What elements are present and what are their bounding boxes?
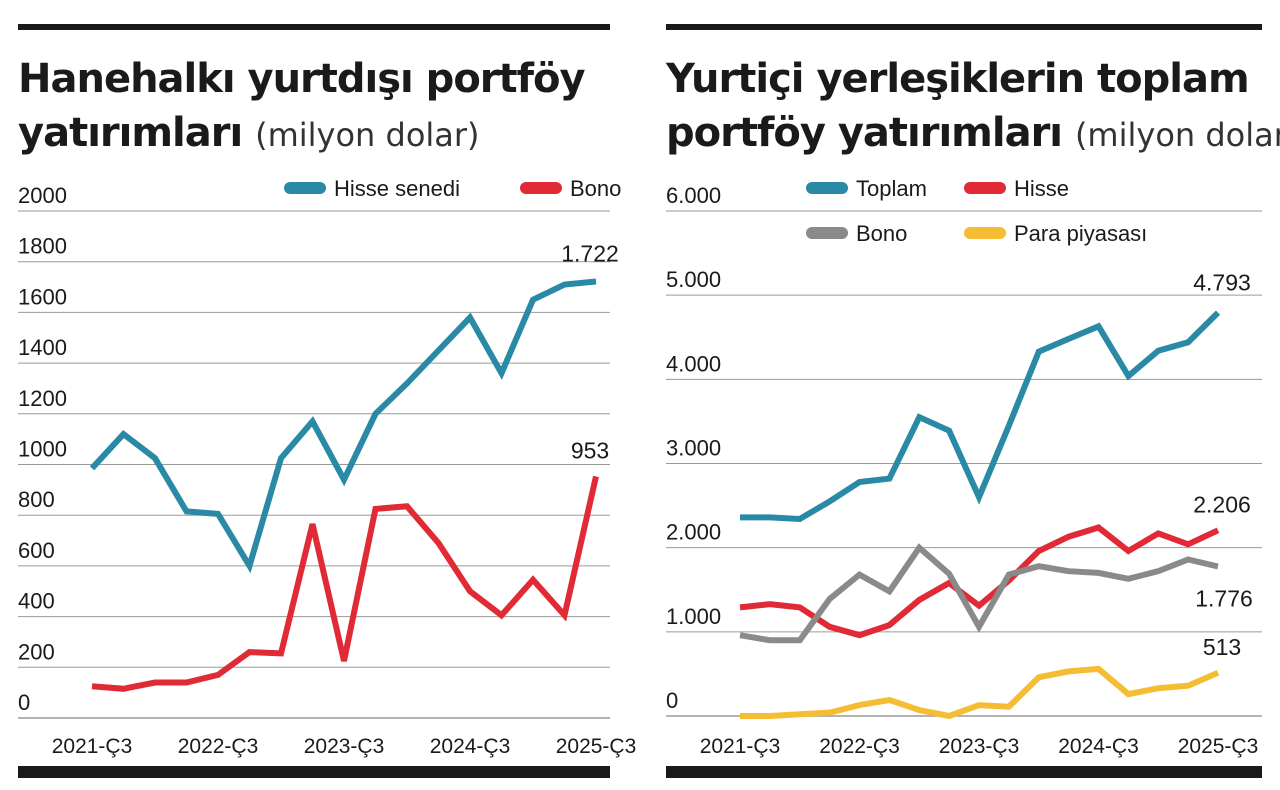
left-chart-panel: Hanehalkı yurtdışı portföy yatırımları (… (18, 0, 636, 790)
right-title-unit: (milyon dolar) (1074, 116, 1280, 154)
left-top-bar (18, 24, 610, 30)
right-y-tick-label: 5.000 (666, 267, 721, 292)
right-end-value-label: 1.776 (1195, 586, 1253, 612)
left-end-value-label: 1.722 (561, 240, 619, 266)
right-top-bar (666, 24, 1262, 30)
right-title-line1: Yurtiçi yerleşiklerin toplam (666, 56, 1250, 102)
left-series-line-1 (91, 475, 599, 692)
right-x-tick-label: 2024-Ç3 (1058, 735, 1139, 758)
right-y-tick-label: 2.000 (666, 520, 721, 545)
left-y-tick-label: 1000 (18, 437, 67, 462)
left-end-value-label: 953 (571, 437, 609, 463)
left-y-tick-label: 1400 (18, 335, 67, 360)
right-x-tick-label: 2025-Ç3 (1178, 735, 1259, 758)
right-chart-title: Yurtiçi yerleşiklerin toplam portföy yat… (666, 52, 1280, 162)
right-series-line-3 (740, 665, 1220, 720)
left-y-tick-label: 200 (18, 639, 55, 664)
left-y-tick-label: 0 (18, 690, 30, 715)
right-legend-label: Toplam (856, 176, 927, 201)
right-end-value-label: 4.793 (1193, 270, 1251, 296)
left-y-tick-label: 400 (18, 589, 55, 614)
left-chart-title: Hanehalkı yurtdışı portföy yatırımları (… (18, 52, 586, 162)
right-x-tick-label: 2021-Ç3 (700, 735, 781, 758)
right-line-chart: 0 1.000 2.000 3.000 4.000 5.000 6.000 2021-Ç3 20… (666, 176, 1262, 758)
left-legend-label: Bono (570, 176, 621, 201)
right-series-line-2 (739, 543, 1219, 644)
right-legend-label: Hisse (1014, 176, 1069, 201)
right-y-tick-label: 4.000 (666, 351, 721, 376)
left-series-line-0 (89, 278, 597, 574)
left-y-tick-label: 800 (18, 487, 55, 512)
left-x-tick-label: 2022-Ç3 (178, 735, 259, 758)
left-legend-label: Hisse senedi (334, 176, 460, 201)
left-title-line1: Hanehalkı yurtdışı portföy (18, 56, 586, 102)
left-title-line2-text: yatırımları (18, 110, 243, 156)
left-y-tick-label: 600 (18, 538, 55, 563)
right-bottom-bar (666, 766, 1262, 778)
right-legend-label: Bono (856, 221, 907, 246)
left-x-tick-label: 2025-Ç3 (556, 735, 637, 758)
right-chart-panel: Yurtiçi yerleşiklerin toplam portföy yat… (666, 0, 1280, 790)
left-y-tick-label: 1200 (18, 386, 67, 411)
right-series-line-1 (739, 524, 1220, 639)
left-x-tick-label: 2023-Ç3 (304, 735, 385, 758)
right-end-value-label: 2.206 (1193, 491, 1251, 517)
right-title-line2: portföy yatırımları (milyon dolar) (666, 106, 1280, 162)
right-legend-label: Para piyasası (1014, 221, 1147, 246)
left-x-tick-label: 2024-Ç3 (430, 735, 511, 758)
right-y-tick-label: 0 (666, 688, 678, 713)
right-y-tick-label: 1.000 (666, 604, 721, 629)
right-y-tick-label: 6.000 (666, 183, 721, 208)
left-x-tick-label: 2021-Ç3 (52, 735, 133, 758)
left-y-tick-label: 1600 (18, 284, 67, 309)
left-line-chart: 0 200 400 600 800 1000 1200 1400 1600 1800 2000 202… (18, 176, 636, 758)
right-end-value-label: 513 (1203, 634, 1241, 660)
right-y-tick-label: 3.000 (666, 436, 721, 461)
left-y-tick-label: 1800 (18, 234, 67, 259)
right-x-tick-label: 2022-Ç3 (819, 735, 900, 758)
right-title-line2-text: portföy yatırımları (666, 110, 1063, 156)
left-title-line2: yatırımları (milyon dolar) (18, 106, 585, 162)
left-y-tick-label: 2000 (18, 183, 67, 208)
left-bottom-bar (18, 766, 610, 778)
left-title-unit: (milyon dolar) (255, 116, 480, 154)
right-x-tick-label: 2023-Ç3 (939, 735, 1020, 758)
right-series-line-0 (740, 310, 1221, 523)
